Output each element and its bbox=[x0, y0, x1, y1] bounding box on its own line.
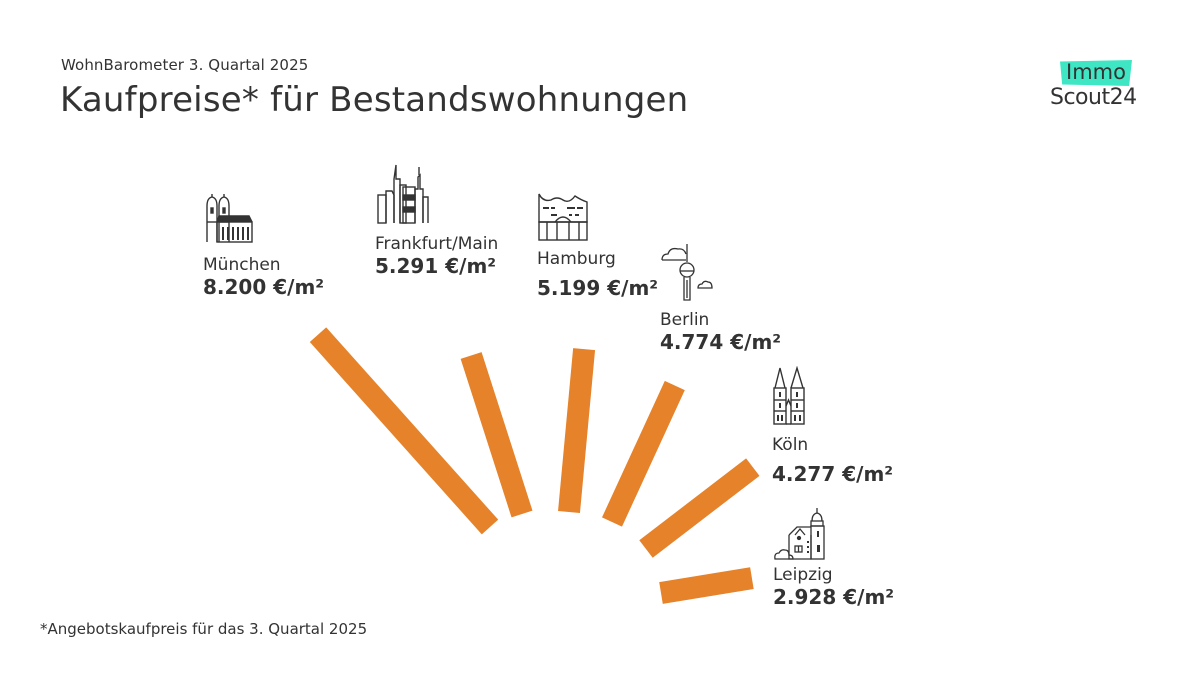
city-price: 4.277 €/m² bbox=[772, 462, 894, 486]
city-price: 8.200 €/m² bbox=[203, 275, 325, 299]
logo-accent-shape bbox=[1060, 60, 1132, 86]
cathedral-icon bbox=[773, 366, 805, 425]
city-name: Frankfurt/Main bbox=[375, 234, 499, 254]
city-label-muenchen: München 8.200 €/m² bbox=[203, 255, 324, 299]
elbphilharmonie-icon bbox=[538, 193, 588, 241]
city-price: 4.774 €/m² bbox=[660, 330, 782, 354]
bar-berlin bbox=[602, 380, 685, 527]
city-price: 5.199 €/m² bbox=[537, 276, 659, 300]
city-price: 5.291 €/m² bbox=[375, 254, 497, 278]
frauenkirche-icon bbox=[206, 194, 253, 243]
bar-frankfurt-main bbox=[460, 352, 533, 518]
immoscout24-logo: Immo Scout24 bbox=[1046, 58, 1146, 118]
city-name: Köln bbox=[772, 435, 809, 455]
city-name: Berlin bbox=[660, 310, 710, 330]
bar-münchen bbox=[309, 327, 499, 535]
chart-subtitle: WohnBarometer 3. Quartal 2025 bbox=[61, 56, 309, 74]
bar-köln bbox=[639, 458, 760, 558]
city-label-leipzig: Leipzig 2.928 €/m² bbox=[773, 565, 894, 609]
city-name: Hamburg bbox=[537, 249, 616, 269]
tv-tower-icon bbox=[661, 244, 713, 301]
city-label-frankfurt: Frankfurt/Main 5.291 €/m² bbox=[375, 234, 498, 278]
skyline-icon bbox=[377, 164, 429, 224]
city-name: Leipzig bbox=[773, 565, 833, 585]
city-label-koeln: Köln 4.277 €/m² bbox=[772, 435, 893, 486]
church-house-icon bbox=[774, 508, 825, 560]
city-price: 2.928 €/m² bbox=[773, 585, 895, 609]
bar-leipzig bbox=[659, 567, 754, 604]
bar-hamburg bbox=[558, 348, 596, 514]
city-label-berlin: Berlin 4.774 €/m² bbox=[660, 310, 781, 354]
chart-title: Kaufpreise* für Bestandswohnungen bbox=[60, 80, 689, 120]
logo-scout-text: Scout24 bbox=[1050, 85, 1137, 110]
city-name: München bbox=[203, 255, 281, 275]
city-label-hamburg: Hamburg 5.199 €/m² bbox=[537, 249, 658, 300]
logo-immo-text: Immo bbox=[1066, 60, 1126, 84]
footnote: *Angebotskaufpreis für das 3. Quartal 20… bbox=[40, 620, 368, 638]
